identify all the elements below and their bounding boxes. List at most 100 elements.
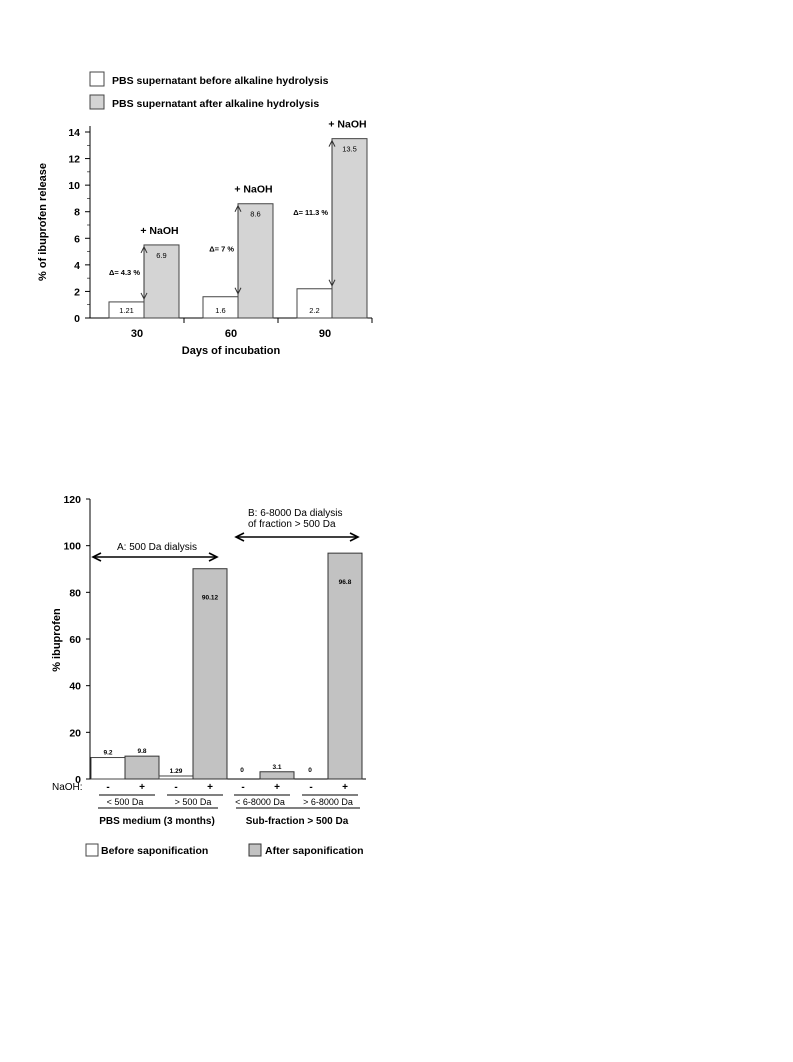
bar-after-saponification [259,771,295,780]
bar-value-label-before: 1.6 [215,306,225,315]
section-b-arrow-label-line2: of fraction > 500 Da [248,519,336,530]
chart2-y-tick-label: 100 [63,541,81,553]
bar-value-label: 9.2 [103,750,112,757]
bar-value-label-after: 6.9 [156,251,166,260]
bar-value-label: 90.12 [202,595,219,602]
chart2-y-tick-label: 80 [69,587,81,599]
naoh-sign: - [174,782,177,793]
delta-annotation: Δ= 11.3 % [293,208,328,217]
naoh-sign: + [274,782,280,793]
bar-after-hydrolysis [237,203,274,319]
chart1-x-axis-title: Days of incubation [182,345,281,357]
naoh-annotation: + NaOH [140,225,178,237]
bar-before-saponification [158,775,194,780]
bar-value-label: 96.8 [339,579,352,586]
section-b-label: Sub-fraction > 500 Da [246,816,349,827]
delta-arrowhead-down [234,287,242,295]
delta-arrowhead-down [140,292,148,301]
delta-annotation: Δ= 4.3 % [109,268,140,277]
group-label: < 6-8000 Da [235,797,285,807]
chart2-y-tick-label: 20 [69,727,81,739]
chart2-legend: Before saponification After saponificati… [85,843,364,857]
naoh-sign: + [139,782,145,793]
chart1-bars: 1.21 6.9 1.6 8.6 2.2 13.5 [108,138,368,319]
chart2-y-tick-label: 0 [75,774,81,786]
group-label: < 500 Da [107,797,144,807]
chart1-y-tick-label: 4 [74,260,80,272]
chart1-y-tick-label: 14 [68,127,80,139]
naoh-sign: + [207,782,213,793]
section-b-arrowhead-left [234,532,245,542]
section-a-label: PBS medium (3 months) [99,816,215,827]
naoh-annotation: + NaOH [328,119,366,131]
chart2-y-tick-label: 120 [63,494,81,506]
section-a-arrow-label: A: 500 Da dialysis [117,542,197,553]
naoh-sign: + [342,782,348,793]
chart2-y-axis-title: % ibuprofen [51,608,63,672]
chart1-x-tick-label: 60 [225,328,237,340]
bar-value-label-before: 2.2 [309,306,319,315]
bar-before-hydrolysis [296,288,333,319]
chart2-y-ticks: 0 20 40 60 80 100 120 [63,494,90,786]
bar-value-label: 0 [240,767,244,774]
delta-arrowhead-up [234,204,242,212]
naoh-sign: - [241,782,244,793]
delta-arrowhead-up [140,245,148,254]
chart1-y-tick-label: 10 [68,180,80,192]
bar-value-label: 9.8 [137,748,146,755]
chart1-y-tick-label: 8 [74,207,80,219]
section-a-arrowhead-right [208,552,219,562]
section-b-arrow-label-line1: B: 6-8000 Da dialysis [248,508,343,519]
bar-value-label: 0 [308,767,312,774]
chart1-x-ticks: 30 60 90 [131,318,373,340]
chart1-annotations: + NaOH Δ= 4.3 % + NaOH Δ= 7 % + NaOH Δ= 11.3 … [109,119,367,301]
delta-annotation: Δ= 7 % [209,245,234,254]
chart-2: 0 20 40 60 80 100 120 % ibuprofen A: 500 Da di… [51,494,366,857]
group-label: > 500 Da [175,797,212,807]
section-a-arrowhead-left [91,552,102,562]
bar-after-hydrolysis [331,138,368,319]
chart1-y-tick-label: 6 [74,233,80,245]
group-label: > 6-8000 Da [303,797,353,807]
bar-after-saponification [327,552,363,780]
legend-label-after: PBS supernatant after alkaline hydrolysi… [112,98,319,110]
bar-value-label-before: 1.21 [119,306,134,315]
section-b-arrowhead-right [349,532,360,542]
chart1-y-tick-label: 12 [68,154,80,166]
naoh-sign: - [309,782,312,793]
legend2-label-before: Before saponification [101,845,208,857]
bar-value-label: 3.1 [272,764,281,771]
bar-value-label-after: 8.6 [250,210,260,219]
chart1-y-ticks: 0 2 4 6 8 10 12 14 [68,127,90,325]
naoh-sign: - [106,782,109,793]
chart1-x-tick-label: 90 [319,328,331,340]
chart2-bars: 9.2 9.8 1.29 90.12 0 3.1 0 96.8 [90,552,363,780]
chart1-y-tick-label: 2 [74,286,80,298]
legend2-label-after: After saponification [265,845,364,857]
chart-1: PBS supernatant before alkaline hydrolys… [37,71,373,357]
bar-value-label-after: 13.5 [342,145,357,154]
naoh-annotation: + NaOH [234,184,272,196]
legend-label-before: PBS supernatant before alkaline hydrolys… [112,75,329,87]
bar-after-saponification [192,568,228,780]
section-a-arrow: A: 500 Da dialysis [91,542,219,562]
chart2-group-labels: - + < 500 Da - + > 500 Da - + < 6-8000 Da - + > 6-8… [99,782,358,807]
naoh-row-label: NaOH: [52,782,83,793]
chart1-legend: PBS supernatant before alkaline hydrolys… [89,71,329,110]
bar-before-saponification [90,757,126,780]
chart2-y-tick-label: 40 [69,681,81,693]
legend-swatch-after [89,94,105,110]
legend2-swatch-before [85,843,99,857]
chart2-y-tick-label: 60 [69,634,81,646]
bar-after-saponification [124,755,160,780]
delta-arrowhead-down [328,279,336,287]
chart1-y-axis-title: % of ibuprofen release [37,163,49,281]
legend-swatch-before [89,71,105,87]
chart1-x-tick-label: 30 [131,328,143,340]
legend2-swatch-after [248,843,262,857]
bar-value-label: 1.29 [170,768,183,775]
section-b-arrow: B: 6-8000 Da dialysis of fraction > 500 … [234,508,360,542]
chart1-y-tick-label: 0 [74,313,80,325]
